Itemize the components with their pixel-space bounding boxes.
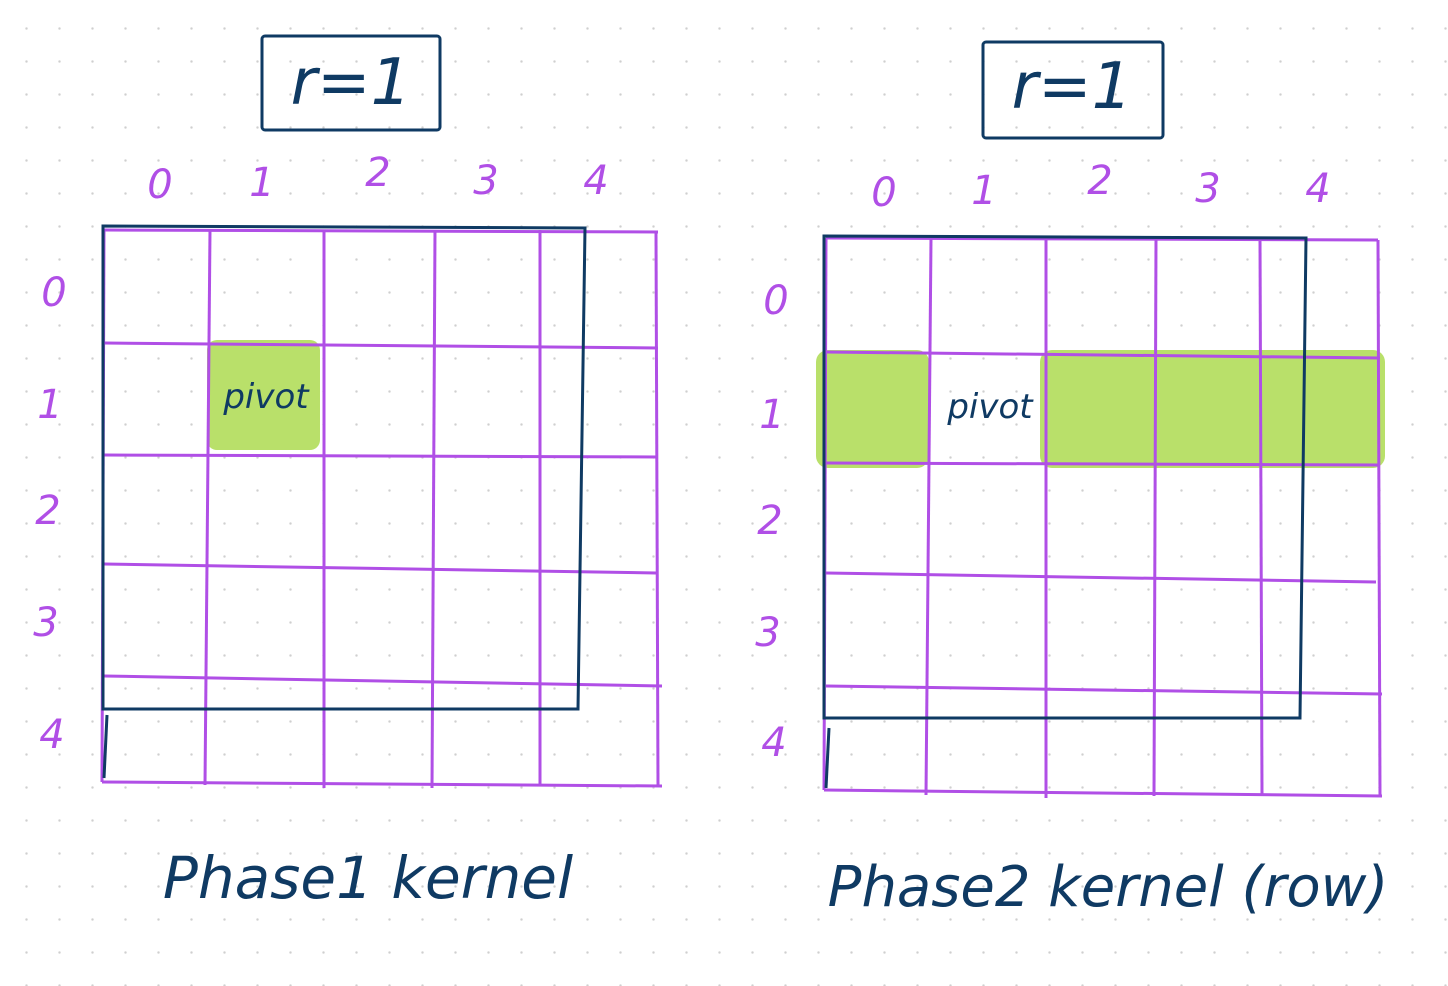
- right-row-label-2: 2: [757, 498, 782, 544]
- left-caption: Phase1 kernel: [163, 844, 573, 912]
- right-pivot-text: pivot: [946, 387, 1034, 427]
- left-diagram: r=1 0 1 2 3 4 0 1 2 3 4: [33, 34, 663, 912]
- right-row-label-4: 4: [761, 720, 786, 766]
- left-row-label-0: 0: [41, 270, 66, 316]
- right-row-label-1: 1: [759, 392, 784, 438]
- right-col-label-1: 1: [971, 168, 996, 214]
- right-col-label-0: 0: [871, 170, 896, 216]
- right-diagram: r=1 0 1 2 3 4 0 1 2 3 4: [755, 40, 1389, 920]
- left-col-label-1: 1: [249, 160, 274, 206]
- left-radius-box: [260, 34, 442, 132]
- left-col-label-3: 3: [473, 158, 498, 204]
- right-radius-box: [981, 40, 1165, 140]
- left-row-label-3: 3: [33, 600, 58, 646]
- left-col-label-4: 4: [583, 158, 608, 204]
- right-row-highlight-left: [816, 350, 929, 468]
- right-col-label-3: 3: [1195, 166, 1220, 212]
- right-row-label-0: 0: [763, 278, 788, 324]
- right-col-label-2: 2: [1087, 158, 1112, 204]
- left-radius-label: r=1: [291, 46, 412, 120]
- left-row-label-2: 2: [35, 488, 60, 534]
- left-outline-stub: [102, 714, 109, 779]
- right-grid: [822, 236, 1383, 798]
- left-grid: [100, 228, 663, 789]
- left-pivot-text: pivot: [222, 377, 310, 417]
- left-row-label-1: 1: [37, 382, 62, 428]
- right-radius-label: r=1: [1012, 50, 1133, 124]
- left-col-label-0: 0: [147, 162, 172, 208]
- left-row-label-4: 4: [39, 712, 64, 758]
- right-col-label-4: 4: [1305, 166, 1330, 212]
- right-row-label-3: 3: [755, 610, 780, 656]
- left-col-label-2: 2: [365, 150, 390, 196]
- right-caption: Phase2 kernel (row): [828, 855, 1389, 920]
- left-block-outline: [101, 224, 587, 711]
- right-row-highlight-right: [1040, 350, 1385, 468]
- right-outline-stub: [824, 727, 831, 789]
- left-pivot-highlight: [207, 340, 320, 450]
- right-block-outline: [822, 234, 1308, 720]
